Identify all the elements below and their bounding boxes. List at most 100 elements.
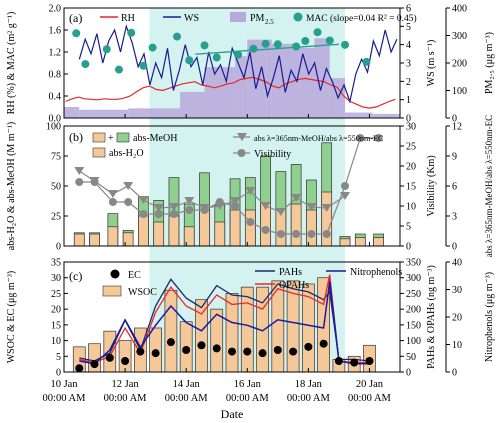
visibility-marker [307,230,316,238]
y-tick-label: 400 [452,4,467,15]
mac-point [173,32,182,41]
abs-h2o-bar [153,221,165,247]
y-tick-label: 150 [406,320,421,331]
abs-h2o-bar [214,221,226,247]
y-tick-label: 35 [51,258,61,269]
abs-h2o-bar [107,226,119,247]
mac-point [234,50,243,59]
ec-point [289,347,298,356]
nitrophenols-line [79,281,370,365]
ec-points [75,338,374,373]
visibility-marker [185,206,194,214]
pm25-bar [128,108,181,118]
ec-point [212,344,221,353]
mac-point [313,28,322,37]
x-tick-label-time: 00:00 AM [104,393,148,404]
ratio-marker [123,182,134,190]
mac-point [273,40,282,49]
mac-points [72,28,371,74]
visibility-marker [246,218,255,226]
wsoc-bar [225,293,239,373]
panel-c-legend: EC WSOC PAHs OPAHs Nitrophenols [102,267,402,298]
legend-plus-sign: + [108,133,114,144]
y-tick-label: 10 [452,340,462,351]
y-tick-label: 75 [51,152,61,163]
y-tick-label: 25 [51,289,61,300]
a-right-axis-label-ws: WS (m s⁻¹) [426,40,437,87]
abs-h2o-bar [229,209,241,247]
legend-opahs-label: OPAHs [279,280,309,291]
x-tick-label-time: 00:00 AM [226,393,270,404]
y-tick-label: 40 [452,258,462,269]
visibility-marker [322,230,331,238]
mac-point [341,40,350,49]
y-tick-label: 6 [452,182,457,193]
ratio-marker [321,204,332,212]
c-right-axis-label-nitro: Nitrophenols (μg m⁻³) [484,272,495,362]
ec-point [258,349,267,358]
y-tick-label: 250 [406,289,421,300]
visibility-marker [292,230,301,238]
x-tick-label-time: 00:00 AM [165,393,209,404]
wsoc-bar [118,340,132,373]
c-right-axis-label-pahs: PAHs & OPAHs (ng m⁻³) [426,265,437,369]
pm25-bar [314,38,330,118]
abs-h2o-bar [89,233,100,247]
abs-h2o-bar [138,215,149,247]
mac-point [127,28,136,37]
legend-pm-label: PM [250,13,265,24]
visibility-marker [154,210,163,218]
ratio-marker [138,196,149,204]
mac-point [72,29,81,38]
ec-point [365,357,374,365]
y-tick-label: 15 [406,182,416,193]
ec-point [182,346,191,354]
y-tick-label: 200 [406,305,421,316]
ratio-marker [291,194,302,202]
x-axis-label: Date [221,407,244,421]
ec-point [350,358,359,367]
abs-h2o-bar [339,238,351,247]
x-tick-label-date: 16 Jan [234,379,262,390]
legend-pm-swatch [230,12,246,22]
ec-point [228,347,236,356]
y-tick-label: 5 [56,352,61,363]
legend-wsoc-swatch [102,285,122,297]
y-tick-label: 0 [452,242,457,253]
y-tick-label: 100 [406,336,421,347]
y-tick-label: 20 [406,162,416,173]
y-tick-label: 2.0 [49,4,62,15]
ec-point [304,342,313,351]
y-tick-label: 50 [51,182,61,193]
mac-point [114,65,123,74]
b-right-axis-label-vis: Visibility (Km) [426,155,437,216]
abs-h2o-bar [373,237,384,247]
ratio-marker [74,167,85,175]
panel-c-label: (c) [69,269,82,283]
panel-a-legend: RH WS PM 2.5 MAC (slope=0.04 R² = 0.45) [100,12,417,26]
visibility-marker [108,198,117,206]
wsoc-bar [164,289,178,373]
pm25-bar [299,47,315,118]
y-tick-label: 12 [452,122,462,133]
ec-point [197,341,206,350]
y-tick-label: 5 [406,22,411,33]
c-left-axis-label: WSOC & EC (μg m⁻³) [6,271,17,364]
y-tick-label: 50 [406,352,416,363]
visibility-marker [200,206,209,214]
pm25-bar [247,39,272,118]
legend-pahs-label: PAHs [279,267,302,278]
mac-point [81,60,90,69]
y-tick-label: 10 [406,202,416,213]
y-tick-label: 0.0 [49,114,62,125]
x-tick-label-date: 14 Jan [173,379,201,390]
visibility-marker [215,198,224,206]
x-tick-label-time: 00:00 AM [43,393,87,404]
ratio-marker [306,203,317,211]
x-tick-label-date: 18 Jan [295,379,323,390]
pm25-bar [64,107,80,118]
abs-h2o-bar [199,209,210,247]
y-tick-label: 20 [51,305,61,316]
abs-h2o-bar [290,203,302,247]
ec-point [151,349,160,358]
